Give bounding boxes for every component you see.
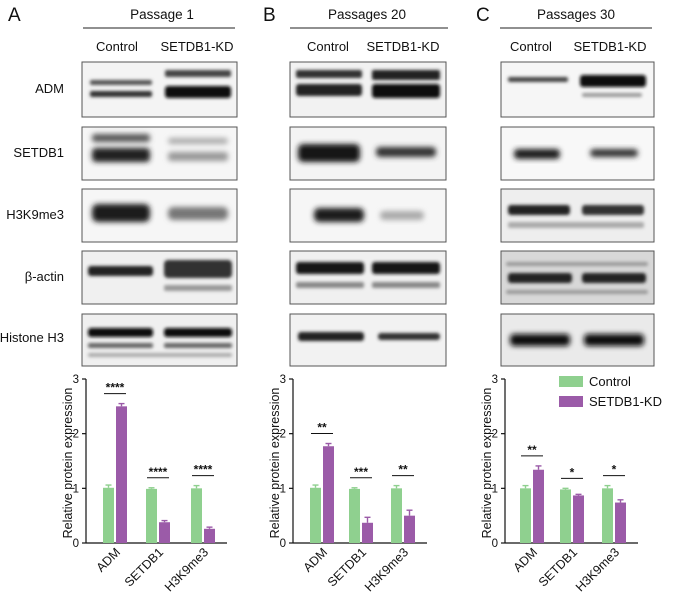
western-blot-b-setdb1 <box>289 126 447 181</box>
y-tick-label: 1 <box>73 483 79 495</box>
legend-swatch-control <box>559 376 583 387</box>
y-tick-label: 0 <box>492 538 498 550</box>
bar-adm-kd <box>116 406 127 543</box>
western-blot-a-adm <box>81 61 238 118</box>
western-blot-b-beta-actin <box>289 250 447 305</box>
category-label-h3k9me3: H3K9me3 <box>573 545 622 594</box>
significance-label: ** <box>527 443 537 457</box>
bar-h3k9me3-control <box>191 488 202 543</box>
significance-label: **** <box>149 465 168 479</box>
panel-letter-c: C <box>476 5 490 26</box>
significance-label: *** <box>354 465 368 479</box>
significance-label: * <box>570 465 575 479</box>
category-label-h3k9me3: H3K9me3 <box>362 545 411 594</box>
protein-label-h3k9me3: H3K9me3 <box>6 207 64 222</box>
passage-title-c: Passages 30 <box>537 7 615 22</box>
western-blot-b-h3k9me3 <box>289 188 447 243</box>
bar-setdb1-control <box>349 488 360 543</box>
bar-h3k9me3-control <box>391 488 402 543</box>
y-tick-label: 3 <box>73 374 79 386</box>
legend-swatch-kd <box>559 396 583 407</box>
bar-h3k9me3-kd <box>404 515 415 543</box>
lane-label-kd-c: SETDB1-KD <box>574 39 647 54</box>
protein-label-histone-h3: Histone H3 <box>0 330 64 345</box>
category-label-setdb1: SETDB1 <box>122 545 166 589</box>
bar-setdb1-control <box>146 488 157 543</box>
lane-label-control-c: Control <box>510 39 552 54</box>
significance-label: **** <box>194 463 213 477</box>
western-blot-a-beta-actin <box>81 250 238 305</box>
y-tick-label: 1 <box>492 483 498 495</box>
y-tick-label: 2 <box>492 429 498 441</box>
lane-label-control-b: Control <box>307 39 349 54</box>
western-blot-c-h3k9me3 <box>500 188 655 243</box>
significance-label: * <box>612 463 617 477</box>
bar-h3k9me3-control <box>602 488 613 543</box>
western-blot-c-histone-h3 <box>500 313 655 367</box>
y-axis-label: Relative protein expression <box>268 388 282 539</box>
y-tick-label: 1 <box>280 483 286 495</box>
western-blot-b-histone-h3 <box>289 313 447 367</box>
lane-label-kd-b: SETDB1-KD <box>367 39 440 54</box>
category-label-adm: ADM <box>511 545 541 575</box>
western-blot-b-adm <box>289 61 447 118</box>
bar-adm-control <box>310 487 321 543</box>
legend: Control SETDB1-KD <box>559 374 662 409</box>
significance-label: ** <box>317 421 327 435</box>
y-tick-label: 0 <box>73 538 79 550</box>
bar-h3k9me3-kd <box>204 528 215 543</box>
passage-title-a: Passage 1 <box>130 7 194 22</box>
bar-setdb1-kd <box>362 522 373 543</box>
y-tick-label: 2 <box>73 429 79 441</box>
western-blot-c-setdb1 <box>500 126 655 181</box>
panel-letter-b: B <box>263 5 276 26</box>
western-blot-c-adm <box>500 61 655 118</box>
western-blot-a-histone-h3 <box>81 313 238 367</box>
category-label-adm: ADM <box>301 545 331 575</box>
y-axis-label: Relative protein expression <box>61 388 75 539</box>
lane-label-kd-a: SETDB1-KD <box>161 39 234 54</box>
significance-label: ** <box>398 463 408 477</box>
western-blot-a-h3k9me3 <box>81 188 238 243</box>
protein-label-setdb1: SETDB1 <box>13 145 64 160</box>
legend-label-kd: SETDB1-KD <box>589 394 662 409</box>
protein-label-adm: ADM <box>35 81 64 96</box>
y-tick-label: 3 <box>492 374 498 386</box>
legend-label-control: Control <box>589 374 631 389</box>
western-blot-a-setdb1 <box>81 126 238 181</box>
y-tick-label: 0 <box>280 538 286 550</box>
y-tick-label: 3 <box>280 374 286 386</box>
bar-chart-a: 0 1 2 3 Relative protein expression **** ADM **… <box>61 374 227 594</box>
significance-label: **** <box>106 381 125 395</box>
bar-setdb1-kd <box>159 522 170 543</box>
bar-adm-control <box>520 488 531 543</box>
lane-label-control-a: Control <box>96 39 138 54</box>
category-label-adm: ADM <box>94 545 124 575</box>
category-label-h3k9me3: H3K9me3 <box>162 545 211 594</box>
bar-setdb1-control <box>560 489 571 543</box>
bar-adm-kd <box>533 469 544 543</box>
y-axis-label: Relative protein expression <box>480 388 494 539</box>
y-tick-label: 2 <box>280 429 286 441</box>
protein-label-beta-actin: β-actin <box>25 269 64 284</box>
bar-setdb1-kd <box>573 495 584 543</box>
bar-adm-kd <box>323 446 334 543</box>
panel-letter-a: A <box>8 5 21 26</box>
passage-title-b: Passages 20 <box>328 7 406 22</box>
bar-h3k9me3-kd <box>615 502 626 543</box>
bar-adm-control <box>103 487 114 543</box>
western-blot-c-beta-actin <box>500 250 655 305</box>
